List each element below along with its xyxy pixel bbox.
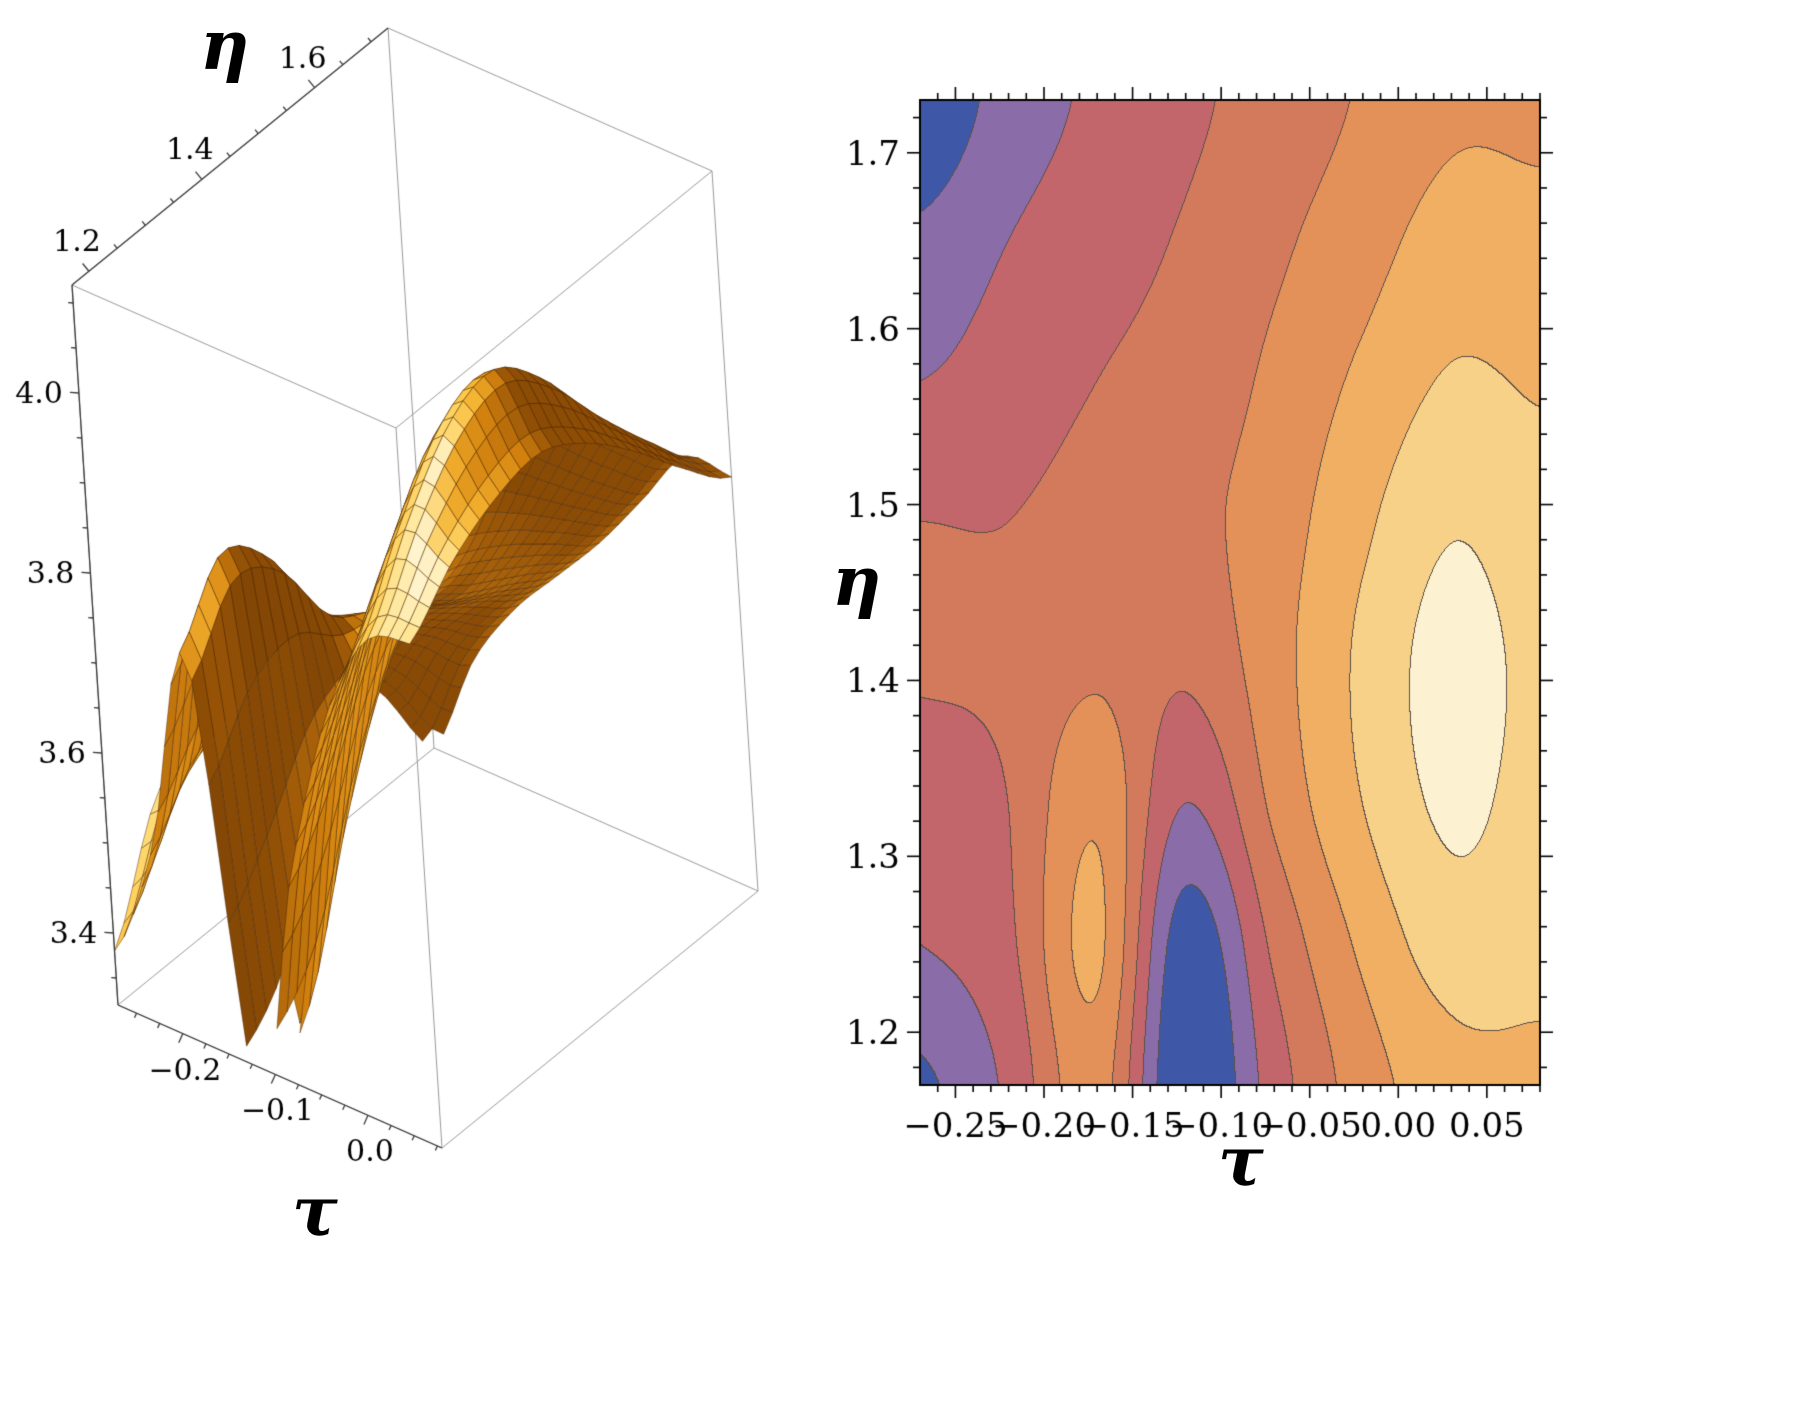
surface-plot-canvas: [0, 0, 820, 1404]
surface-tau-axis-label: τ: [292, 1172, 338, 1252]
contour-plot-panel: η τ: [820, 0, 1819, 1404]
contour-plot-canvas: [820, 0, 1819, 1404]
contour-tau-axis-label: τ: [1218, 1122, 1264, 1202]
surface-eta-axis-label: η: [200, 6, 250, 86]
surface-plot-panel: η τ: [0, 0, 820, 1404]
contour-eta-axis-label: η: [832, 542, 882, 622]
